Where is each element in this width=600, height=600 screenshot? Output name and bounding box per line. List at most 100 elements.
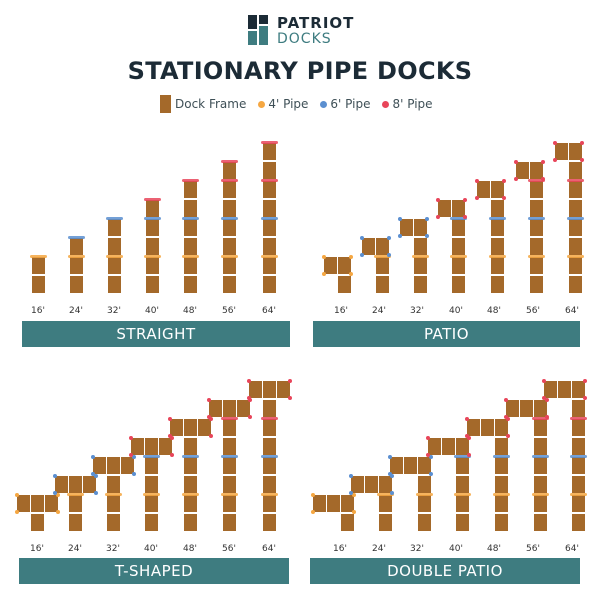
dock-frame-section <box>222 180 236 198</box>
dock-frame-section <box>145 218 159 236</box>
dock-frame-section <box>337 275 351 293</box>
dock-frame-section <box>222 161 236 179</box>
dock-frame-section <box>455 475 469 493</box>
dock-frame-section <box>455 513 469 531</box>
dock-frame-section <box>222 513 236 531</box>
dock-frame-section <box>571 399 585 417</box>
pipe-marker <box>453 455 471 458</box>
dock-frame-section <box>183 218 197 236</box>
dock-frame-section <box>262 456 276 474</box>
dock-frame-section <box>222 237 236 255</box>
size-label: 48' <box>487 544 501 554</box>
dock-frame-section <box>222 418 236 436</box>
dock-frame-section <box>533 494 547 512</box>
pipe-dot <box>128 435 133 440</box>
dock-frame-section <box>490 218 504 236</box>
pipe-dot <box>90 454 95 459</box>
pipe-dot <box>14 510 19 514</box>
pipe-dot <box>14 492 19 497</box>
pipe-dot <box>397 216 402 221</box>
pipe-marker <box>220 179 238 182</box>
pipe-dot <box>52 473 57 478</box>
dock-frame-section <box>494 418 508 436</box>
dock-frame-section <box>364 475 378 493</box>
dock-frame-section <box>571 475 585 493</box>
dock-frame-section <box>262 399 276 417</box>
pipe-marker <box>492 455 510 458</box>
pipe-dot <box>247 415 252 419</box>
brand-name-line1: PATRIOT <box>277 14 355 32</box>
dock-frame-section <box>413 256 427 274</box>
dock-frame-section <box>505 399 519 417</box>
dock-frame-section <box>417 475 431 493</box>
dock-frame-section <box>494 437 508 455</box>
dock-frame-section <box>533 437 547 455</box>
dock-frame-section <box>107 218 121 236</box>
pipe-dot <box>387 454 392 459</box>
dock-frame-section <box>183 494 197 512</box>
pipe-marker <box>569 417 587 420</box>
dock-frame-section <box>144 456 158 474</box>
size-label: 24' <box>69 306 83 316</box>
dock-frame-section <box>451 275 465 293</box>
legend-label: Dock Frame <box>175 97 247 111</box>
dock-frame-section <box>262 380 276 398</box>
pipe-dot <box>206 397 211 402</box>
pipe-dot <box>501 196 506 200</box>
pipe-dot <box>503 397 508 402</box>
size-label: 48' <box>183 306 197 316</box>
dock-frame-section <box>262 275 276 293</box>
dock-frame-swatch-icon <box>160 95 171 113</box>
dock-frame-section <box>375 275 389 293</box>
dock-frame-section <box>323 256 337 274</box>
dock-frame-section <box>262 180 276 198</box>
dock-frame-section <box>427 437 441 455</box>
dock-frame-section <box>337 256 351 274</box>
dock-frame-section <box>519 399 533 417</box>
dock-frame-section <box>120 456 134 474</box>
dock-frame-section <box>130 437 144 455</box>
banner-patio: PATIO <box>313 321 580 347</box>
dock-frame-section <box>476 180 490 198</box>
dock-frame-section <box>248 380 262 398</box>
dock-frame-section <box>375 237 389 255</box>
pipe-marker <box>181 493 199 496</box>
legend-item-4ft-pipe: 4' Pipe <box>258 97 308 111</box>
dock-frame-section <box>144 437 158 455</box>
dock-frame-section <box>222 218 236 236</box>
pipe-marker <box>260 217 278 220</box>
pipe-dot <box>321 272 326 276</box>
pipe-dot <box>208 434 213 438</box>
size-label: 56' <box>222 306 236 316</box>
dock-frame-section <box>399 218 413 236</box>
dock-frame-section <box>222 437 236 455</box>
pipe-dot <box>359 235 364 240</box>
dock-frame-section <box>183 456 197 474</box>
pipe-dot <box>579 158 584 162</box>
pipe-marker <box>411 255 429 258</box>
size-label: 24' <box>68 544 82 554</box>
dock-frame-section <box>451 256 465 274</box>
size-label: 24' <box>372 544 386 554</box>
dock-frame-section <box>222 256 236 274</box>
pipe-dot <box>206 415 211 419</box>
pipe-marker <box>527 255 545 258</box>
pipe-dot <box>167 416 172 421</box>
pipe-dot <box>348 272 353 276</box>
dock-frame-section <box>568 161 582 179</box>
pipe-marker <box>376 493 394 496</box>
pipe-dot <box>540 177 545 181</box>
pipe-dot <box>348 473 353 478</box>
pipe-marker <box>67 255 85 258</box>
size-label: 16' <box>333 544 347 554</box>
dock-frame-section <box>533 399 547 417</box>
dock-frame-section <box>197 418 211 436</box>
pipe-dot <box>462 197 467 202</box>
pipe-dot <box>169 435 174 440</box>
pipe-marker <box>143 198 161 201</box>
brand-logo: PATRIOT DOCKS <box>248 15 358 47</box>
pipe-dot <box>435 197 440 202</box>
dock-frame-section <box>413 237 427 255</box>
dock-frame-section <box>529 256 543 274</box>
pipe-dot <box>505 434 510 438</box>
